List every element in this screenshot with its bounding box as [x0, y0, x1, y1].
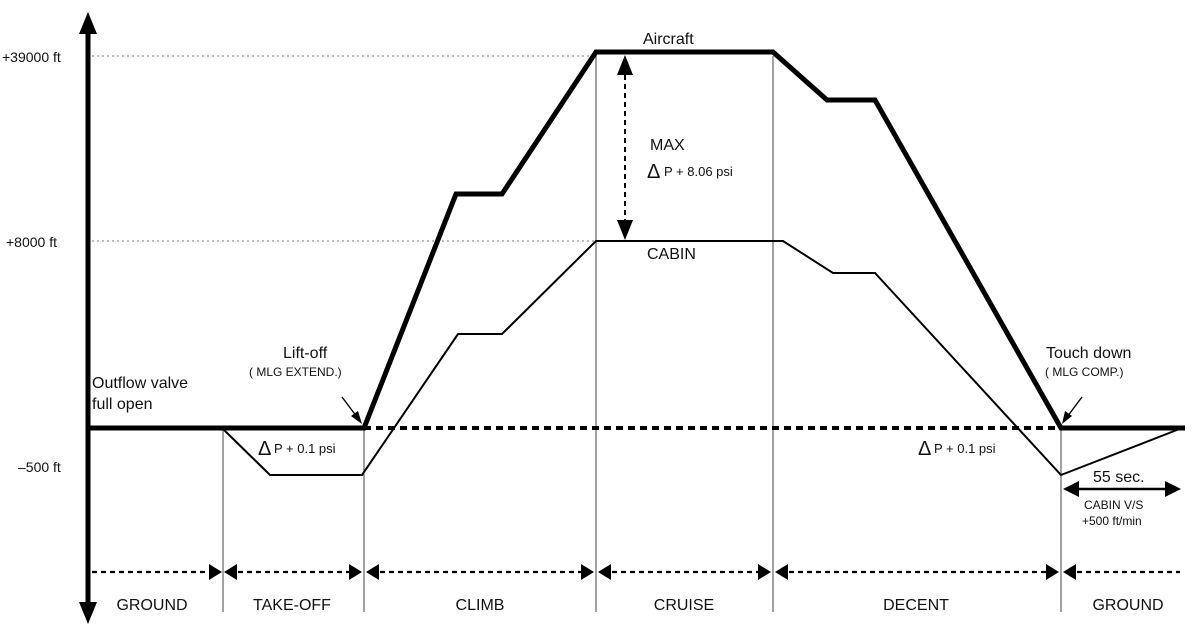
cabin-vs-label: CABIN V/S — [1084, 498, 1143, 512]
y-axis-arrow-bottom — [79, 602, 97, 624]
max-label: MAX — [650, 137, 685, 154]
max-arrow-head-top — [617, 55, 633, 75]
phase-decent: DECENT — [883, 597, 949, 614]
max-delta-symbol: Δ — [647, 161, 660, 183]
dp-takeoff-delta: Δ — [258, 438, 271, 460]
phase-takeoff: TAKE-OFF — [253, 597, 331, 614]
max-arrow-head-bottom — [617, 220, 633, 240]
y-label-minus-500: –500 ft — [18, 459, 61, 475]
y-axis-arrow-top — [79, 12, 97, 34]
liftoff-pointer — [341, 396, 362, 424]
outflow-valve-label-1: Outflow valve — [92, 375, 188, 392]
touchdown-label-2: ( MLG COMP.) — [1045, 365, 1123, 379]
max-delta-value: P + 8.06 psi — [664, 164, 733, 179]
aircraft-curve — [88, 49, 1185, 431]
cabin-curve — [88, 240, 1183, 477]
y-label-39000: +39000 ft — [2, 49, 61, 65]
phase-ground-end: GROUND — [1092, 597, 1163, 614]
liftoff-label-2: ( MLG EXTEND.) — [249, 365, 342, 379]
dp-takeoff-text: P + 0.1 psi — [274, 441, 336, 456]
phase-climb: CLIMB — [456, 597, 505, 614]
phase-cruise: CRUISE — [654, 597, 714, 614]
liftoff-label-1: Lift-off — [283, 345, 328, 362]
phase-ground-start: GROUND — [116, 597, 187, 614]
aircraft-label: Aircraft — [643, 31, 694, 48]
time-label: 55 sec. — [1093, 469, 1145, 486]
max-delta-p-arrow — [617, 55, 633, 240]
touchdown-pointer — [1062, 396, 1083, 424]
y-axis — [79, 12, 97, 624]
cabin-vs-value: +500 ft/min — [1082, 514, 1142, 528]
cabin-label: CABIN — [647, 246, 696, 263]
time-span-arrow — [1063, 481, 1181, 497]
y-label-8000: +8000 ft — [6, 234, 57, 250]
phase-arrows — [92, 564, 1180, 580]
dp-landing-text: P + 0.1 psi — [934, 441, 996, 456]
dp-landing-delta: Δ — [918, 438, 931, 460]
touchdown-label-1: Touch down — [1046, 345, 1131, 362]
outflow-valve-label-2: full open — [92, 396, 153, 413]
